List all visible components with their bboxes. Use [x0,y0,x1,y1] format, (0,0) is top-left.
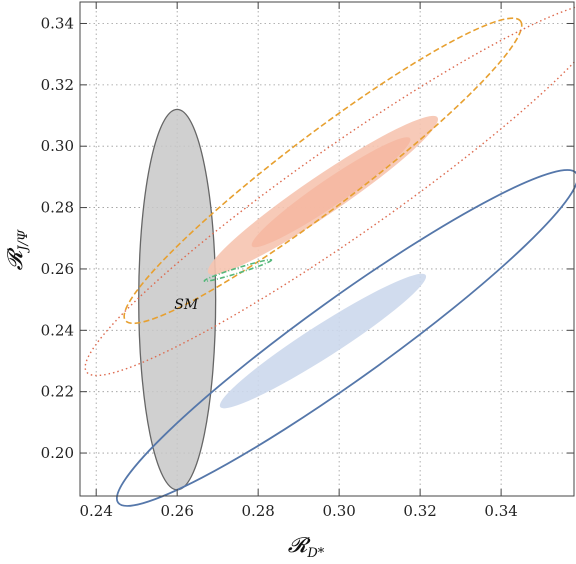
contour-filled [219,273,427,409]
y-axis-title: 𝓡J/Ψ [3,229,31,270]
y-tick-label: 0.24 [41,321,74,339]
contour-regions [84,2,576,507]
x-tick-label: 0.26 [160,502,193,520]
contour-dashdot-green [203,258,273,283]
x-tick-label: 0.32 [403,502,436,520]
y-tick-label: 0.20 [41,444,74,462]
axis-ticks [80,2,574,496]
y-tick-label: 0.32 [41,76,74,94]
y-tick-label: 0.26 [41,260,74,278]
plot-frame [79,1,575,497]
y-tick-label: 0.22 [41,383,74,401]
x-tick-label: 0.34 [484,502,517,520]
y-tick-label: 0.28 [41,199,74,217]
x-tick-label: 0.30 [322,502,355,520]
contour-dashed [123,17,523,325]
contour-dotted [84,2,576,377]
contour-filled-inner [251,137,411,248]
tick-labels: 0.24 0.26 0.28 0.30 0.32 0.34 0.20 0.22 0.24 0.26… [41,14,518,520]
x-tick-label: 0.24 [79,502,112,520]
y-tick-label: 0.34 [41,14,74,32]
x-axis-title: 𝓡D* [288,533,325,560]
sm-annotation: SM [174,297,199,313]
contour-solid-blue [115,169,576,507]
x-tick-label: 0.28 [241,502,274,520]
y-tick-label: 0.30 [41,137,74,155]
